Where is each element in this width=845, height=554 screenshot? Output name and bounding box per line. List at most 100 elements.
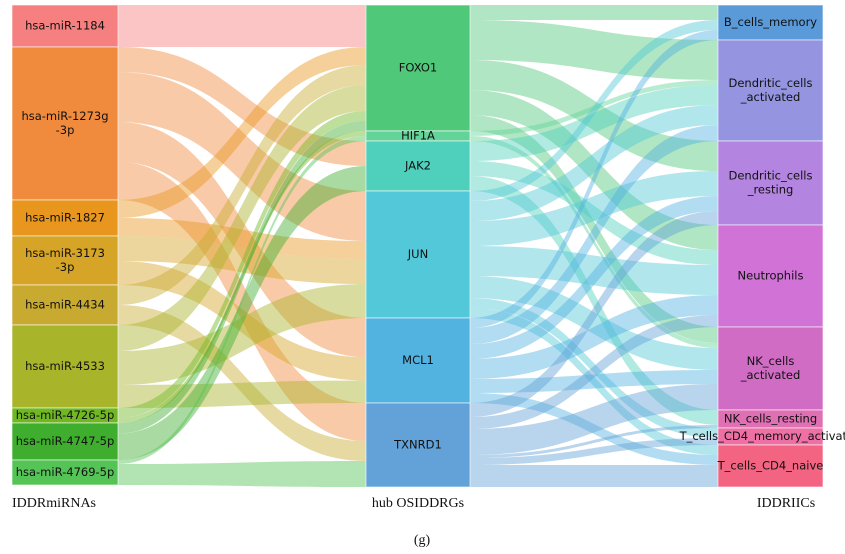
link — [470, 115, 718, 343]
node-label: hsa-miR-1827 — [25, 211, 105, 225]
link — [470, 438, 718, 465]
link — [470, 276, 718, 370]
link — [470, 105, 718, 221]
link — [470, 295, 718, 379]
link — [470, 90, 718, 250]
link — [470, 161, 718, 265]
node-label: MCL1 — [402, 353, 434, 367]
node-label: hsa-miR-4726-5p — [16, 408, 115, 422]
link — [118, 131, 366, 423]
node — [717, 224, 824, 328]
link — [470, 171, 718, 246]
link — [470, 125, 718, 344]
node-label: _activated — [740, 368, 801, 382]
node — [365, 4, 471, 132]
node — [11, 4, 119, 48]
link — [118, 284, 366, 385]
node — [717, 39, 824, 142]
link — [470, 85, 718, 161]
column-label: IDDRIICs — [757, 496, 815, 511]
node-label: -3p — [56, 123, 75, 137]
column-label: IDDRmiRNAs — [12, 496, 96, 511]
link — [470, 315, 718, 429]
link — [470, 465, 718, 487]
nodes: hsa-miR-1184hsa-miR-1273g-3phsa-miR-1827… — [11, 4, 845, 488]
node-label: hsa-miR-3173 — [25, 246, 105, 260]
link — [118, 47, 366, 166]
node-label: hsa-miR-1273g — [21, 109, 108, 123]
node — [11, 199, 119, 237]
node — [365, 140, 471, 192]
link — [470, 384, 718, 455]
link — [470, 196, 718, 359]
node-label: Dendritic_cells — [729, 169, 813, 183]
link — [470, 136, 718, 348]
link — [470, 80, 718, 136]
link — [118, 461, 366, 487]
node — [717, 326, 824, 411]
link — [118, 218, 366, 259]
link — [118, 121, 366, 434]
node-label: hsa-miR-4434 — [25, 298, 105, 312]
link — [470, 5, 718, 20]
link — [118, 111, 366, 418]
link — [470, 176, 718, 425]
link — [470, 20, 718, 201]
links — [118, 5, 718, 487]
node-label: JAK2 — [404, 159, 431, 173]
link — [470, 60, 718, 171]
node-label: HIF1A — [401, 129, 435, 143]
caption: (g) — [414, 533, 431, 548]
node-label: _activated — [740, 90, 801, 104]
link — [118, 162, 366, 441]
node — [365, 190, 471, 319]
node-label: _resting — [747, 183, 794, 197]
node — [365, 402, 471, 488]
link — [118, 305, 366, 461]
link — [118, 136, 366, 465]
node — [365, 317, 471, 404]
node-label: -3p — [56, 260, 75, 274]
node — [11, 235, 119, 286]
node-label: T_cells_CD4_naive — [717, 459, 824, 473]
link — [118, 166, 366, 460]
link — [470, 246, 718, 295]
node-label: FOXO1 — [399, 61, 437, 75]
node-label: NK_cells_resting — [724, 412, 817, 426]
link — [118, 380, 366, 408]
link — [118, 72, 366, 241]
node — [11, 422, 119, 461]
node — [11, 459, 119, 486]
link — [470, 298, 718, 438]
link — [470, 30, 718, 328]
node — [11, 324, 119, 409]
node-label: Dendritic_cells — [729, 76, 813, 90]
node-label: T_cells_CD4_memory_activated — [679, 429, 845, 443]
node-label: Neutrophils — [738, 269, 804, 283]
node-label: JUN — [407, 247, 428, 261]
node-label: B_cells_memory — [724, 15, 817, 29]
link — [470, 370, 718, 393]
node — [11, 284, 119, 326]
node — [717, 4, 824, 41]
link — [470, 211, 718, 417]
link — [118, 65, 366, 305]
link — [118, 47, 366, 218]
node-label: hsa-miR-4533 — [25, 359, 105, 373]
column-label: hub OSIDDRGs — [372, 496, 464, 511]
link — [118, 5, 366, 47]
node-label: hsa-miR-4747-5p — [16, 434, 115, 448]
link — [470, 425, 718, 458]
node — [11, 46, 119, 201]
link — [470, 393, 718, 465]
node-label: NK_cells — [747, 354, 795, 368]
link — [470, 308, 718, 455]
node-label: hsa-miR-4769-5p — [16, 465, 115, 479]
link — [118, 122, 366, 358]
node — [717, 444, 824, 488]
link — [118, 261, 366, 381]
link — [470, 20, 718, 80]
link — [118, 236, 366, 284]
node-label: hsa-miR-1184 — [25, 19, 105, 33]
